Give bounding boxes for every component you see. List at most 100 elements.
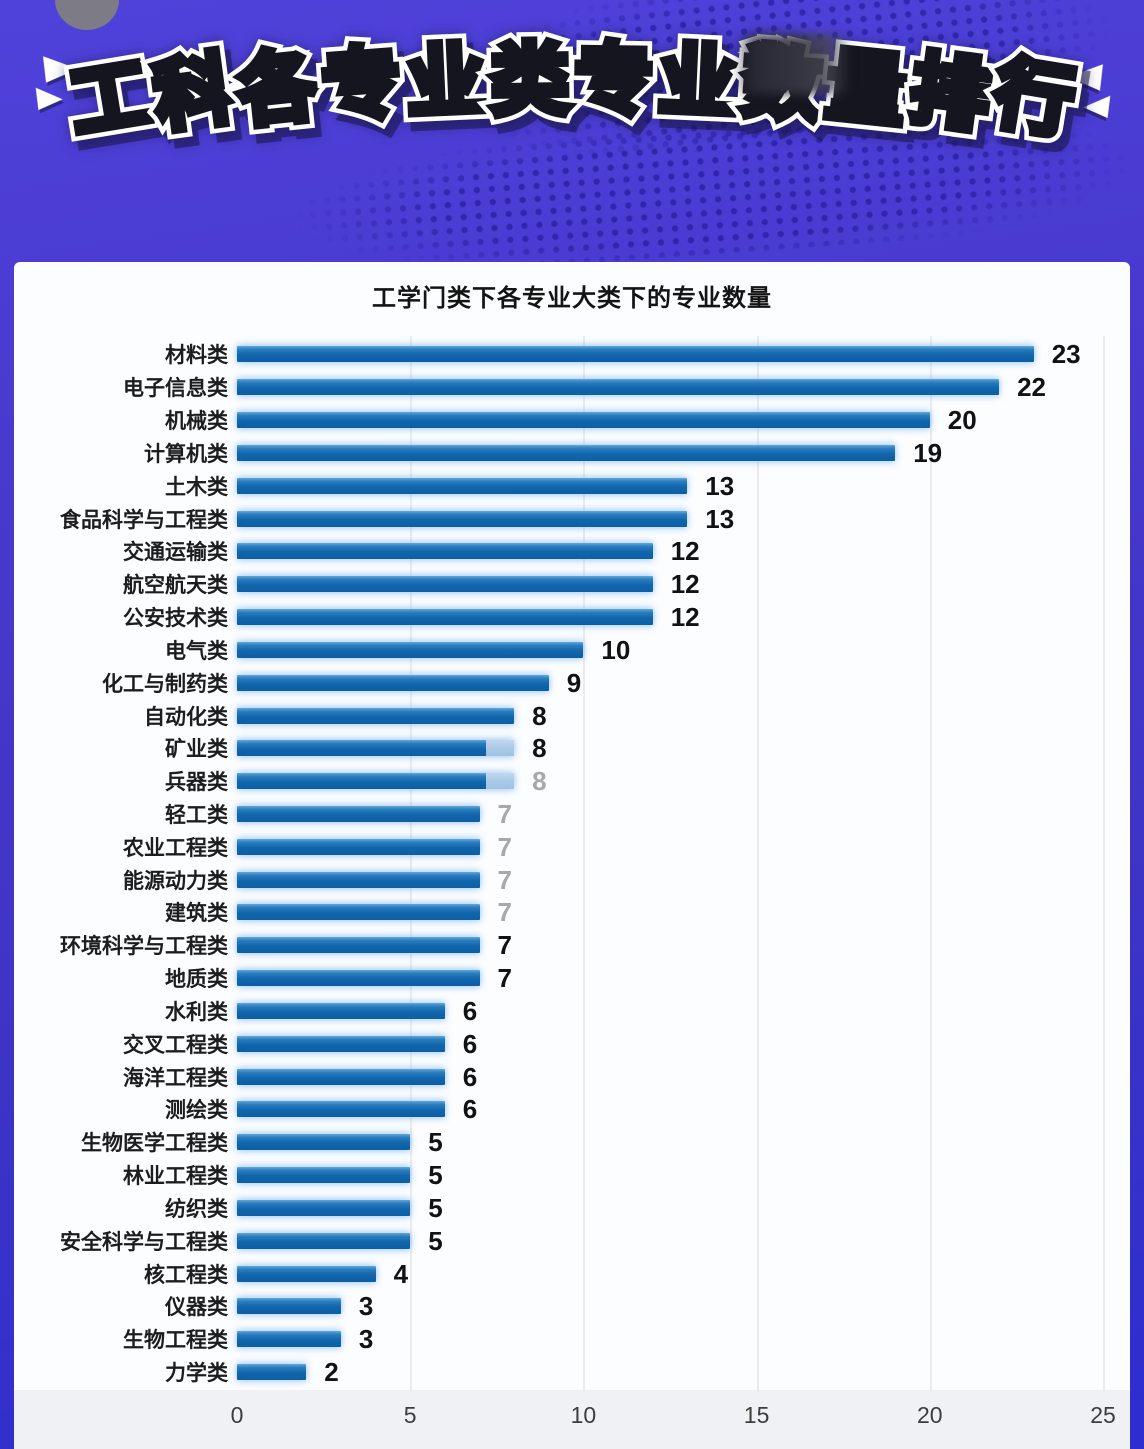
bar-track: 4: [237, 1257, 1130, 1290]
value-label: 7: [497, 831, 512, 862]
value-label: 7: [497, 897, 512, 928]
title-char: 类: [490, 34, 569, 129]
bar-track: 12: [237, 535, 1130, 568]
title-char: 业: [657, 34, 739, 131]
bar-row: 电子信息类 22: [14, 371, 1130, 404]
value-label: 8: [532, 733, 547, 764]
category-label: 力学类: [165, 1362, 228, 1386]
bar-track: 9: [237, 666, 1130, 699]
value-label: 5: [428, 1192, 443, 1223]
bar: [237, 641, 584, 658]
bar: [237, 576, 653, 593]
bar-row: 安全科学与工程类 5: [14, 1224, 1130, 1257]
bar-track: 7: [237, 830, 1130, 863]
bar: [237, 609, 653, 626]
category-label: 航空航天类: [123, 574, 228, 598]
bar-row: 测绘类 6: [14, 1093, 1130, 1126]
gridline: [929, 336, 932, 1392]
category-label: 水利类: [165, 1000, 228, 1024]
bar: [237, 346, 1034, 363]
bar: [237, 444, 896, 461]
grid-layer: [237, 336, 1117, 1392]
bar-row: 轻工类 7: [14, 798, 1130, 831]
value-label: 20: [947, 405, 977, 436]
bar: [237, 1298, 341, 1315]
value-label: 5: [428, 1160, 443, 1191]
category-label: 安全科学与工程类: [60, 1230, 228, 1254]
bar-track: 8: [237, 699, 1130, 732]
value-label: 5: [428, 1127, 443, 1158]
value-label: 19: [913, 437, 943, 468]
bar-row: 兵器类 8: [14, 765, 1130, 798]
bar-row: 建筑类 7: [14, 896, 1130, 929]
bar-track: 13: [237, 502, 1130, 535]
bar-transition-tip: [486, 773, 515, 790]
bar-row: 交叉工程类 6: [14, 1027, 1130, 1060]
bar-track: 6: [237, 1060, 1130, 1093]
bar: [237, 904, 480, 921]
bar-row: 矿业类 8: [14, 732, 1130, 765]
bar-row: 地质类 7: [14, 962, 1130, 995]
bar-track: 5: [237, 1192, 1130, 1225]
bar: [237, 477, 688, 494]
value-label: 5: [428, 1225, 443, 1256]
value-label: 2: [324, 1357, 339, 1388]
value-label: 12: [670, 602, 700, 633]
chart-title: 工学门类下各专业大类下的专业数量: [372, 285, 772, 312]
value-label: 3: [358, 1291, 374, 1322]
category-label: 林业工程类: [123, 1165, 228, 1189]
bar-track: 5: [237, 1126, 1130, 1159]
category-label: 食品科学与工程类: [60, 508, 228, 532]
bar-track: 13: [237, 469, 1130, 502]
bar: [237, 674, 549, 691]
bar-row: 纺织类 5: [14, 1192, 1130, 1225]
bar-row: 自动化类 8: [14, 699, 1130, 732]
bar-row: 核工程类 4: [14, 1257, 1130, 1290]
category-label: 机械类: [165, 410, 228, 434]
bar: [237, 412, 930, 429]
category-label: 生物工程类: [123, 1329, 228, 1353]
bar-row: 交通运输类 12: [14, 535, 1130, 568]
bar-row: 电气类 10: [14, 633, 1130, 666]
value-label: 3: [358, 1324, 374, 1355]
bar-track: 5: [237, 1224, 1130, 1257]
title-blur-patch: [735, 34, 851, 94]
category-label: 计算机类: [144, 442, 228, 466]
title-char: 业: [405, 34, 487, 131]
value-label: 6: [462, 1061, 478, 1092]
bar-track: 8: [237, 732, 1130, 765]
category-label: 自动化类: [144, 705, 228, 729]
bar-track: 3: [237, 1290, 1130, 1323]
title-char: 工: [64, 46, 156, 151]
bar-row: 力学类 2: [14, 1356, 1130, 1389]
bar-row: 水利类 6: [14, 995, 1130, 1028]
bar-track: 12: [237, 568, 1130, 601]
value-label: 10: [601, 634, 631, 665]
category-label: 农业工程类: [123, 836, 228, 860]
x-axis-strip: [14, 1390, 1130, 1449]
bar-row: 生物工程类 3: [14, 1323, 1130, 1356]
gridline: [1103, 336, 1105, 1392]
bar-row: 食品科学与工程类 13: [14, 502, 1130, 535]
bar-row: 环境科学与工程类 7: [14, 929, 1130, 962]
bar: [237, 806, 480, 822]
category-label: 海洋工程类: [123, 1066, 228, 1090]
chart-panel: 工学门类下各专业大类下的专业数量 材料类 23 电子信息类 22 机械类 20 计算机类 19…: [14, 262, 1130, 1449]
category-label: 测绘类: [165, 1099, 228, 1123]
category-label: 环境科学与工程类: [60, 935, 228, 959]
bar-track: 20: [237, 404, 1130, 437]
bar-track: 7: [237, 896, 1130, 929]
category-label: 能源动力类: [123, 869, 228, 893]
title-char: 专: [574, 34, 653, 129]
category-label: 兵器类: [165, 771, 228, 795]
x-axis-tick: 25: [1090, 1402, 1116, 1428]
value-label: 8: [532, 700, 547, 731]
bar-row: 机械类 20: [14, 404, 1130, 437]
bar: [237, 1167, 411, 1184]
title-char: 科: [149, 42, 239, 145]
category-label: 建筑类: [165, 902, 228, 926]
bar: [237, 1199, 411, 1216]
category-label: 纺织类: [165, 1197, 228, 1221]
gridline: [756, 336, 759, 1392]
